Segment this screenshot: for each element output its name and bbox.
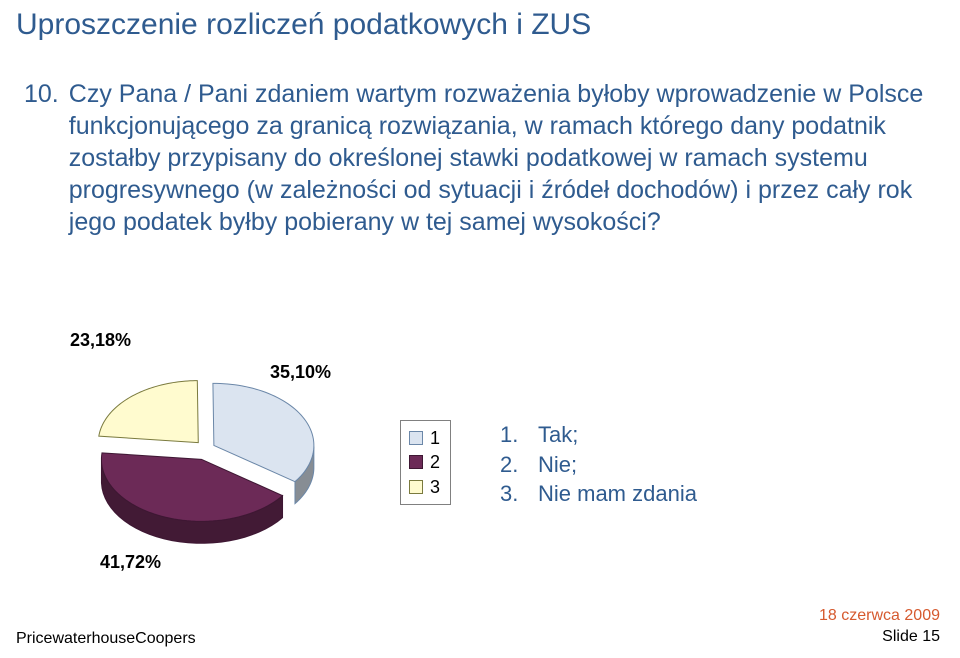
legend-box: 1 2 3 (400, 420, 451, 505)
question-block: 10. Czy Pana / Pani zdaniem wartym rozwa… (24, 78, 924, 238)
answers-block: 1. Tak; 2. Nie; 3. Nie mam zdania (500, 420, 697, 509)
legend-index: 1 (430, 426, 440, 450)
legend-swatch (409, 431, 423, 445)
footer-date: 18 czerwca 2009 (819, 606, 940, 627)
question-text: Czy Pana / Pani zdaniem wartym rozważeni… (69, 78, 924, 238)
answer-index: 3. (500, 479, 524, 509)
legend-item: 3 (409, 475, 440, 499)
legend-index: 2 (430, 450, 440, 474)
slide: Uproszczenie rozliczeń podatkowych i ZUS… (0, 0, 960, 658)
pie-label-1: 35,10% (270, 362, 331, 383)
legend-item: 1 (409, 426, 440, 450)
question-number: 10. (24, 78, 59, 238)
answer-row: 2. Nie; (500, 450, 697, 480)
answer-text: Nie mam zdania (538, 479, 697, 509)
answer-text: Tak; (538, 420, 578, 450)
legend-index: 3 (430, 475, 440, 499)
answer-row: 1. Tak; (500, 420, 697, 450)
footer-slide: Slide 15 (819, 627, 940, 648)
slide-title: Uproszczenie rozliczeń podatkowych i ZUS (16, 8, 591, 42)
footer-right: 18 czerwca 2009 Slide 15 (819, 606, 940, 648)
footer-brand: PricewaterhouseCoopers (16, 630, 196, 648)
legend-swatch (409, 455, 423, 469)
pie-chart: 23,18% 35,10% 41,72% (60, 320, 390, 580)
legend-swatch (409, 480, 423, 494)
answer-index: 1. (500, 420, 524, 450)
answer-text: Nie; (538, 450, 577, 480)
answer-row: 3. Nie mam zdania (500, 479, 697, 509)
pie-label-2: 41,72% (100, 552, 161, 573)
pie-label-0: 23,18% (70, 330, 131, 351)
legend-item: 2 (409, 450, 440, 474)
answer-index: 2. (500, 450, 524, 480)
